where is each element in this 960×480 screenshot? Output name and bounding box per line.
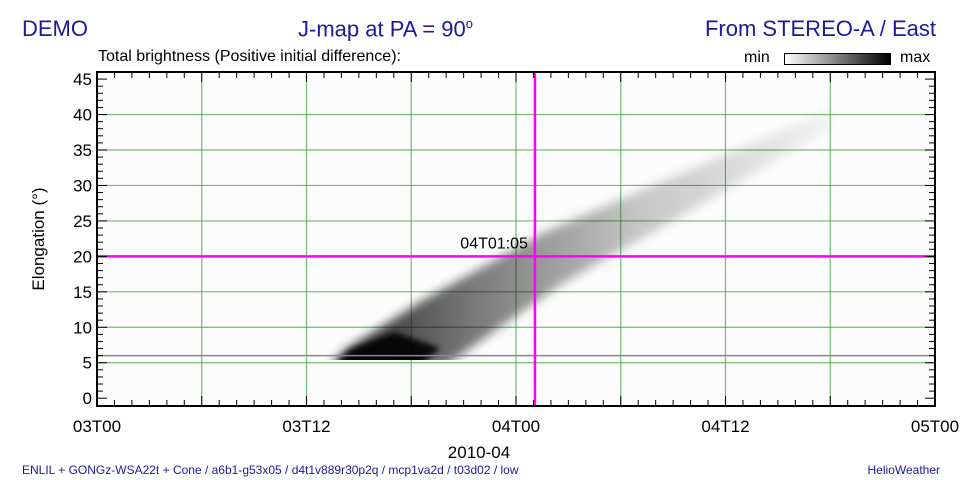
cme-core bbox=[340, 332, 440, 360]
x-tick-label: 04T12 bbox=[701, 417, 749, 436]
y-tick-label: 0 bbox=[83, 389, 92, 408]
y-tick-label: 10 bbox=[73, 318, 92, 337]
x-tick-label: 05T00 bbox=[911, 417, 959, 436]
cme-track bbox=[335, 112, 835, 360]
source-label: From STEREO-A / East bbox=[704, 16, 936, 41]
chart-title: J-map at PA = 90o bbox=[298, 16, 473, 42]
colorbar-min-label: min bbox=[744, 49, 770, 66]
y-tick-label: 15 bbox=[73, 283, 92, 302]
chart-title-text: J-map at PA = 90 bbox=[298, 16, 466, 42]
x-tick-label: 03T00 bbox=[73, 417, 121, 436]
y-tick-label: 25 bbox=[73, 212, 92, 231]
y-tick-label: 5 bbox=[83, 354, 92, 373]
cme-band bbox=[335, 112, 835, 360]
y-tick-label: 45 bbox=[73, 70, 92, 89]
colorbar bbox=[784, 53, 891, 65]
y-axis-label: Elongation (°) bbox=[29, 187, 48, 290]
degree-sup: o bbox=[465, 16, 473, 31]
marker-label: 04T01:05 bbox=[460, 235, 528, 252]
demo-label: DEMO bbox=[22, 16, 88, 41]
x-axis-label: 2010-04 bbox=[448, 443, 510, 462]
footer-model-info: ENLIL + GONGz-WSA22t + Cone / a6b1-g53x0… bbox=[22, 463, 519, 477]
y-tick-label: 30 bbox=[73, 176, 92, 195]
y-tick-label: 35 bbox=[73, 141, 92, 160]
y-tick-label: 20 bbox=[73, 247, 92, 266]
y-tick-label: 40 bbox=[73, 106, 92, 125]
subtitle: Total brightness (Positive initial diffe… bbox=[98, 48, 401, 65]
footer-brand: HelioWeather bbox=[867, 463, 940, 477]
x-tick-label: 03T12 bbox=[282, 417, 330, 436]
colorbar-max-label: max bbox=[900, 49, 931, 66]
x-tick-label: 04T00 bbox=[492, 417, 540, 436]
